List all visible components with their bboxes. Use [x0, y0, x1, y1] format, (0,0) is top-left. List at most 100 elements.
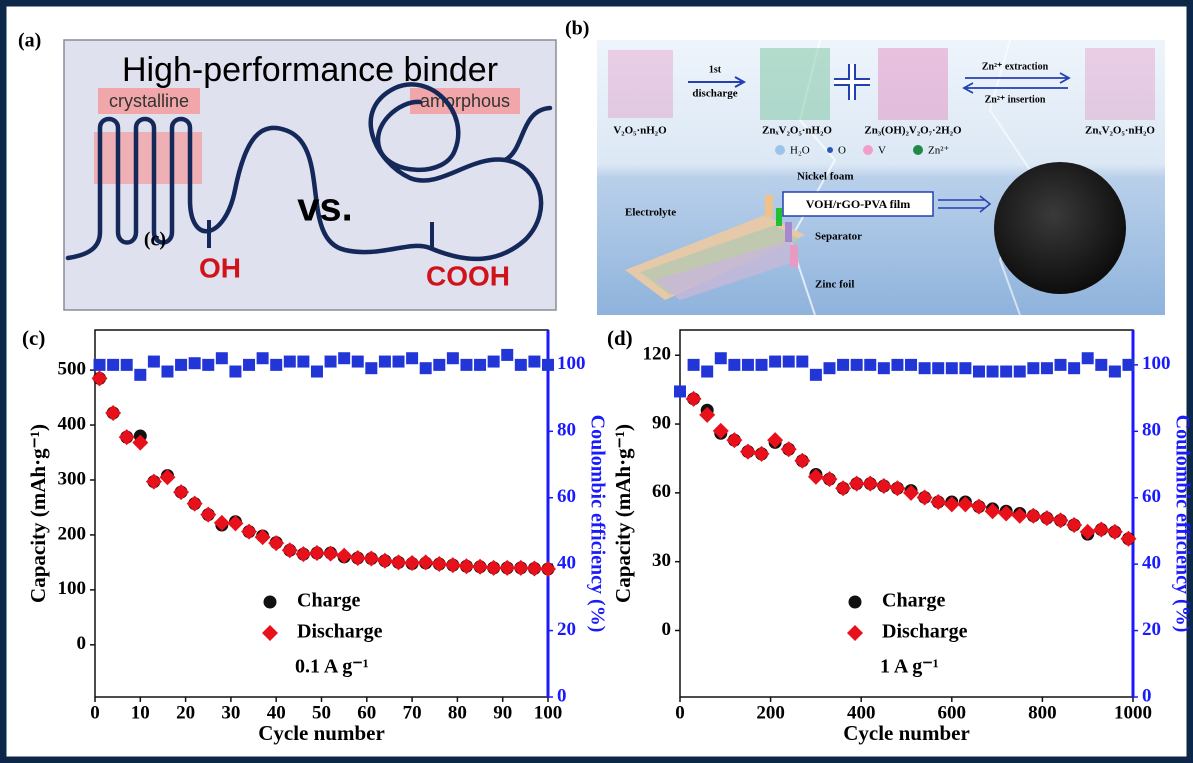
x-tick-label: 0	[675, 702, 685, 723]
component: Electrolyte	[625, 207, 676, 219]
point	[351, 355, 364, 368]
point	[270, 358, 283, 371]
atom-icon	[827, 147, 833, 153]
point	[229, 365, 242, 378]
point	[918, 362, 931, 375]
atom: V	[878, 145, 886, 157]
point	[145, 473, 162, 490]
chart: 0 10 20 30 40 50 60 70 80 90 100010020030040050002…	[22, 326, 608, 745]
point	[726, 432, 743, 449]
y-tick-label: 60	[652, 481, 671, 502]
point	[336, 547, 353, 564]
point	[376, 552, 393, 569]
atom: H₂O	[790, 145, 810, 157]
point	[728, 358, 741, 371]
point	[268, 535, 285, 552]
legend-marker	[847, 625, 863, 641]
legend-marker	[263, 595, 277, 609]
y2-axis-label: Coulombic efficiency (%)	[1171, 415, 1193, 633]
point	[970, 498, 987, 515]
point	[540, 560, 556, 577]
point	[903, 484, 920, 501]
x-tick-label: 100	[534, 702, 563, 723]
atom-icon	[863, 145, 873, 155]
panel-label: (d)	[607, 326, 633, 350]
component: Zinc foil	[815, 279, 854, 291]
legend-label: Discharge	[882, 621, 968, 643]
x-tick-label: 1000	[1114, 702, 1152, 723]
point	[322, 545, 339, 562]
x-tick-label: 800	[1028, 702, 1057, 723]
y2-tick-label: 0	[557, 685, 567, 706]
point	[848, 475, 865, 492]
point	[769, 355, 782, 368]
plus	[834, 64, 870, 100]
vs-text: vs.	[297, 186, 353, 230]
point	[487, 355, 500, 368]
process: Zn²⁺ extraction	[982, 61, 1049, 72]
point	[1025, 507, 1042, 524]
point	[701, 365, 714, 378]
point	[767, 432, 784, 449]
point	[1054, 358, 1067, 371]
arrow	[688, 76, 747, 88]
tab	[765, 195, 773, 217]
point	[796, 355, 809, 368]
point	[945, 362, 958, 375]
y-tick-label: 0	[662, 619, 672, 640]
legend-label: Discharge	[297, 621, 383, 643]
tab	[790, 245, 798, 267]
point	[984, 503, 1001, 520]
atom: O	[838, 145, 846, 157]
point	[1108, 365, 1121, 378]
arrow	[962, 72, 1071, 94]
point	[202, 358, 215, 371]
point	[338, 352, 351, 365]
point	[118, 429, 135, 446]
highlight	[410, 88, 520, 114]
highlight	[94, 132, 202, 184]
y2-tick-label: 0	[1142, 685, 1152, 706]
point	[241, 523, 258, 540]
point	[782, 355, 795, 368]
point	[91, 370, 108, 387]
point	[256, 352, 269, 365]
panel-b: (b) V₂O₅·nH₂O 1st discharge ZnₓV₂O₅·nH₂O…	[565, 18, 1165, 316]
component: Nickel foam	[797, 171, 854, 183]
y-tick-label: 400	[58, 413, 87, 434]
point	[794, 452, 811, 469]
y-tick-label: 200	[58, 523, 87, 544]
point	[213, 514, 230, 531]
x-tick-label: 60	[357, 702, 376, 723]
step-sup: 1st	[709, 64, 722, 75]
point	[809, 368, 822, 381]
point	[431, 556, 448, 573]
y2-axis-label: Coulombic efficiency (%)	[586, 415, 608, 633]
point	[324, 355, 337, 368]
point	[959, 362, 972, 375]
point	[1095, 358, 1108, 371]
y-tick-label: 30	[652, 550, 671, 571]
y2-tick-label: 20	[557, 619, 576, 640]
point	[134, 368, 147, 381]
point	[378, 355, 391, 368]
point	[227, 515, 244, 532]
x-axis-label: Cycle number	[843, 721, 970, 745]
point	[807, 468, 824, 485]
point	[1093, 521, 1110, 538]
point	[392, 355, 405, 368]
panel-label: (c)	[22, 326, 45, 350]
legend-label: Charge	[297, 590, 360, 612]
tab	[776, 208, 782, 226]
point	[528, 355, 541, 368]
y2-tick-label: 100	[557, 353, 586, 374]
y-axis-label: Capacity (mAh·g⁻¹)	[611, 424, 635, 603]
point	[175, 358, 188, 371]
point	[215, 352, 228, 365]
process: Zn²⁺ insertion	[985, 94, 1046, 105]
point	[93, 358, 106, 371]
point	[349, 550, 366, 567]
y2-tick-label: 100	[1142, 353, 1171, 374]
